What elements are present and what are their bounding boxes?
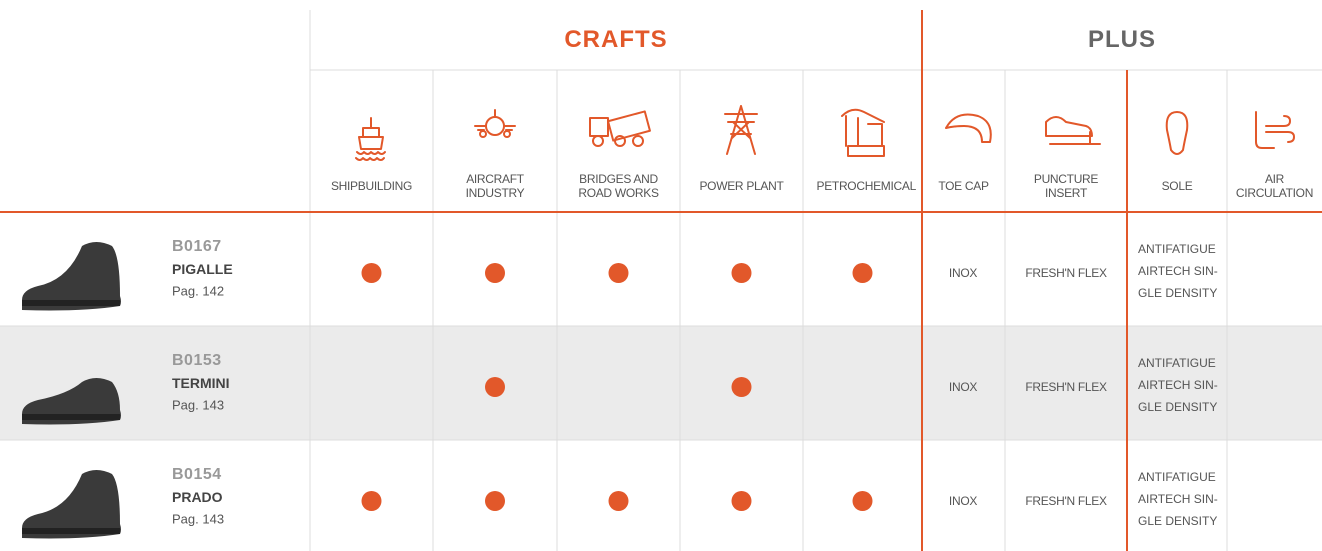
puncture-value: FRESH'N FLEX <box>1025 380 1107 394</box>
column-label: POWER PLANT <box>699 179 784 193</box>
craft-dot <box>608 491 629 511</box>
icon-ship <box>355 117 386 161</box>
column-label: TOE CAP <box>938 179 989 193</box>
product-page: Pag. 143 <box>172 511 225 527</box>
product-image <box>22 470 121 539</box>
product-name: PRADO <box>172 489 223 505</box>
puncture-value: FRESH'N FLEX <box>1025 266 1107 280</box>
craft-dot <box>485 491 505 511</box>
product-image <box>22 242 121 311</box>
craft-dot <box>361 491 382 511</box>
column-label: SHIPBUILDING <box>330 179 413 193</box>
column-label: PUNCTURE INSERT <box>1033 172 1099 200</box>
icon-plane <box>474 109 516 138</box>
product-code: B0153 <box>172 352 222 369</box>
product-name: PIGALLE <box>172 261 233 277</box>
sole-value: GLE DENSITY <box>1138 286 1218 300</box>
craft-dot <box>361 263 382 283</box>
product-code: B0167 <box>172 238 222 255</box>
sole-value: AIRTECH SIN- <box>1138 492 1218 506</box>
column-label: AIRCRAFT INDUSTRY <box>465 172 525 200</box>
toe-cap-value: INOX <box>948 380 978 394</box>
puncture-value: FRESH'N FLEX <box>1025 494 1107 508</box>
product-page: Pag. 143 <box>172 397 225 413</box>
column-label: AIR CIRCULATION <box>1235 172 1314 200</box>
icons <box>355 105 1295 161</box>
craft-dot <box>485 377 505 397</box>
craft-dot <box>852 491 873 511</box>
craft-dot <box>852 263 873 283</box>
group-title: PLUS <box>1087 26 1157 53</box>
column-label: BRIDGES AND ROAD WORKS <box>578 172 659 200</box>
column-label: PETROCHEMICAL <box>816 179 917 193</box>
sole-value: AIRTECH SIN- <box>1138 264 1218 278</box>
toe-cap-value: INOX <box>948 494 978 508</box>
column-label: SOLE <box>1161 179 1193 193</box>
craft-dot <box>608 263 629 283</box>
icon-toecap <box>945 113 992 143</box>
icon-mixer <box>589 110 651 147</box>
icon-sole <box>1165 111 1189 155</box>
product-page: Pag. 142 <box>172 283 225 299</box>
craft-dot <box>731 491 752 511</box>
sole-value: ANTIFATIGUE <box>1138 470 1216 484</box>
product-image <box>22 378 121 425</box>
row-background <box>0 326 1322 440</box>
craft-dot <box>731 377 752 397</box>
craft-dot <box>485 263 505 283</box>
group-title: CRAFTS <box>564 26 668 53</box>
sole-value: ANTIFATIGUE <box>1138 356 1216 370</box>
sole-value: GLE DENSITY <box>1138 400 1218 414</box>
sole-value: ANTIFATIGUE <box>1138 242 1216 256</box>
sole-value: GLE DENSITY <box>1138 514 1218 528</box>
product-code: B0154 <box>172 466 222 483</box>
icon-pump <box>841 108 885 157</box>
icon-pylon <box>724 105 758 155</box>
craft-dot <box>731 263 752 283</box>
product-name: TERMINI <box>172 375 230 391</box>
toe-cap-value: INOX <box>948 266 978 280</box>
icon-insert <box>1045 116 1101 145</box>
sole-value: AIRTECH SIN- <box>1138 378 1218 392</box>
icon-air <box>1255 111 1295 149</box>
